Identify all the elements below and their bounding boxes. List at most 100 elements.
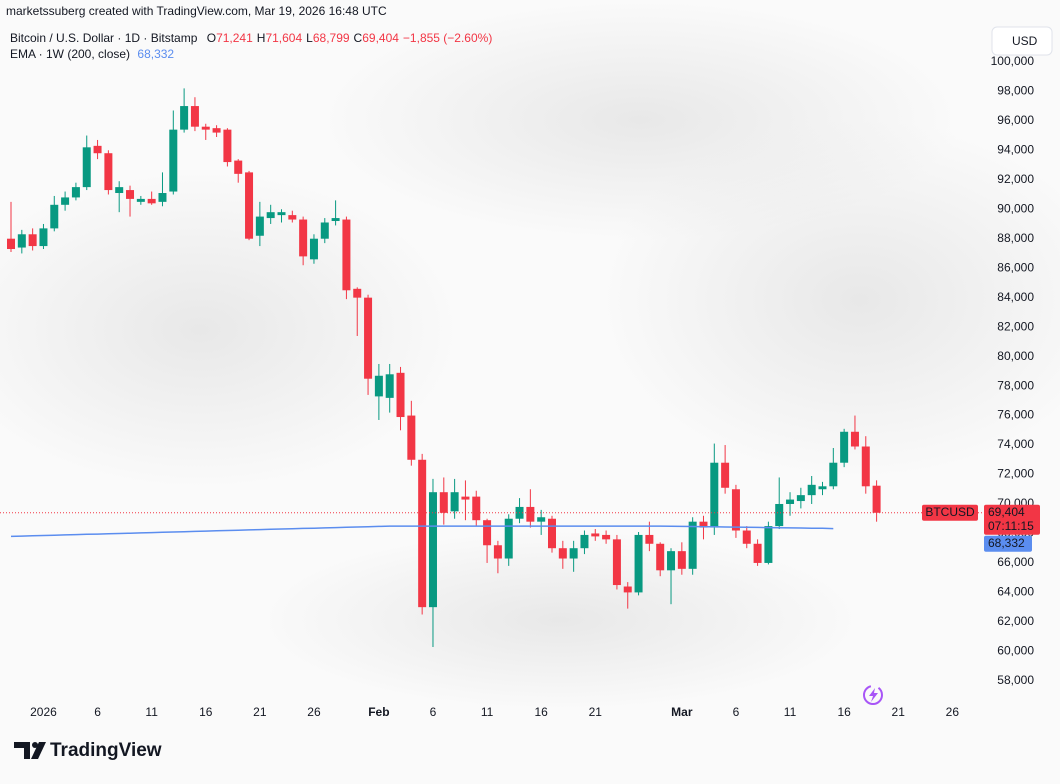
candle-body [861, 446, 870, 487]
legend-value: 69,404 [362, 31, 399, 45]
candle-body [374, 375, 383, 397]
ema-value: 68,332 [137, 47, 174, 61]
price-tag-label: 69,404 [988, 505, 1025, 519]
legend-value: 71,604 [265, 31, 302, 45]
candle-body [82, 147, 91, 188]
currency-button[interactable] [991, 26, 1053, 56]
candle-body [786, 499, 795, 504]
candle-body [61, 197, 70, 205]
candle-body [472, 496, 481, 521]
candle-body [418, 459, 427, 608]
candle-body [677, 551, 686, 569]
x-tick-label: 21 [892, 705, 906, 719]
ema-line [10, 525, 834, 538]
logo-text: TradingView [50, 740, 162, 761]
x-tick-label: 6 [733, 705, 740, 719]
candle-body [93, 145, 102, 154]
candle-body [147, 198, 156, 204]
candle-body [796, 495, 805, 502]
candle-body [591, 533, 600, 537]
x-tick-label: Feb [368, 705, 389, 719]
ema-legend: EMA · 1W (200, close) 68,332 [10, 47, 174, 61]
legend-key: O [207, 31, 216, 45]
ema-tag [984, 535, 1032, 552]
candle-body [277, 212, 286, 216]
y-tick-label: 98,000 [997, 83, 1034, 97]
x-tick-label: 26 [946, 705, 960, 719]
candle-body [461, 496, 470, 500]
candle-body [634, 534, 643, 593]
candle-body [364, 297, 373, 379]
candle-body [115, 187, 124, 194]
candle-body [667, 551, 676, 571]
candle-body [28, 234, 37, 247]
y-tick-label: 92,000 [997, 172, 1034, 186]
candle-body [50, 204, 59, 229]
candle-body [493, 545, 502, 559]
x-tick-label: 11 [481, 705, 494, 719]
currency[interactable]: USD [1012, 34, 1038, 48]
legend-key: L [306, 31, 313, 45]
legend-value: 71,241 [216, 31, 253, 45]
legend-key: C [354, 31, 363, 45]
y-tick-label: 76,000 [997, 408, 1034, 422]
symbol-tag-label: BTCUSD [925, 505, 975, 519]
candle-body [645, 534, 654, 544]
y-tick-label: 86,000 [997, 260, 1034, 274]
candle-body [190, 106, 199, 127]
x-tick-label: Mar [671, 705, 693, 719]
candle-body [710, 462, 719, 528]
y-tick-label: 94,000 [997, 142, 1034, 156]
candle-body [201, 126, 210, 130]
symbol-title: Bitcoin / U.S. Dollar · 1D · Bitstamp [10, 31, 198, 45]
y-tick-label: 64,000 [997, 585, 1034, 599]
logo-icon [14, 742, 46, 759]
candle-body [299, 219, 308, 257]
legend-key: H [257, 31, 266, 45]
ema-name: EMA · 1W (200, close) [10, 47, 130, 61]
candle-body [288, 215, 297, 220]
candle-body [775, 503, 784, 527]
candle-body [580, 534, 589, 549]
candle-body [731, 489, 740, 531]
candle-body [742, 530, 751, 544]
y-tick-label: 80,000 [997, 349, 1034, 363]
y-tick-label: 88,000 [997, 231, 1034, 245]
fog [260, 530, 860, 710]
y-tick-label: 74,000 [997, 437, 1034, 451]
candle-body [721, 462, 730, 488]
candle-body [136, 198, 145, 202]
ema-tag-label: 68,332 [988, 536, 1025, 550]
candle-body [656, 543, 665, 571]
y-tick-label: 82,000 [997, 319, 1034, 333]
candle-body [548, 518, 556, 549]
candle-body [320, 222, 329, 239]
legend-value: 68,799 [313, 31, 350, 45]
candle-body [840, 431, 849, 463]
candle-body [266, 212, 275, 219]
y-tick-label: 58,000 [997, 673, 1034, 687]
x-tick-label: 6 [430, 705, 437, 719]
candle-body [169, 129, 178, 192]
plot [0, 88, 985, 647]
candle-body [623, 586, 632, 593]
x-tick-label: 11 [784, 705, 797, 719]
candle-body [126, 190, 135, 199]
y-tick-label: 72,000 [997, 467, 1034, 481]
candle-body [342, 219, 351, 291]
candle-body [385, 374, 394, 398]
symbol-tag [922, 504, 978, 521]
legend-change: −1,855 (−2.60%) [403, 31, 492, 45]
candle-body [569, 548, 578, 559]
candle-body [829, 462, 838, 487]
candle-body [353, 288, 362, 298]
candle-body [526, 506, 535, 522]
y-tick-label: 90,000 [997, 201, 1034, 215]
x-tick-label: 16 [199, 705, 213, 719]
price-tag [984, 504, 1040, 535]
y-tick-label: 84,000 [997, 290, 1034, 304]
countdown-label: 07:11:15 [988, 519, 1034, 533]
candle-body [212, 128, 221, 133]
candle-body [688, 521, 697, 569]
